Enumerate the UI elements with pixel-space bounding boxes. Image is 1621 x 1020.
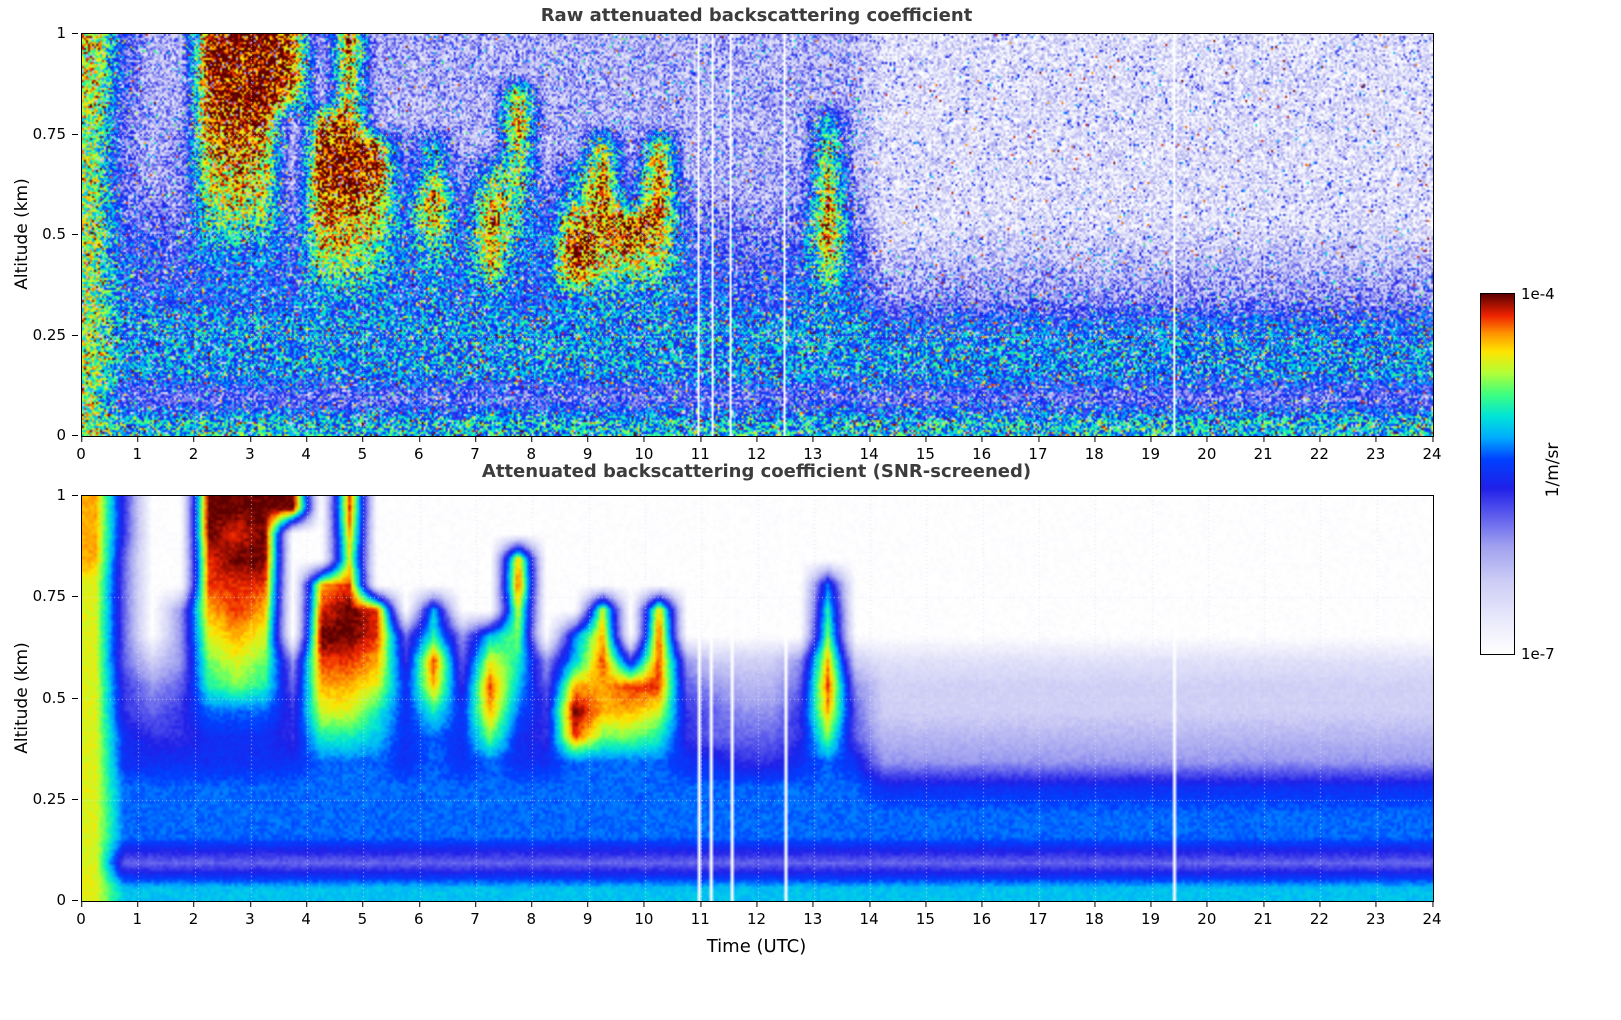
raw-y-tick-labels: 1 0.75 0.5 0.25 0 <box>0 24 79 444</box>
x-tick-label: 1 <box>133 901 142 928</box>
x-tick-label: 0 <box>76 436 86 463</box>
x-tick-label: 0 <box>76 901 86 928</box>
x-tick-label: 4 <box>301 901 311 928</box>
x-axis-label: Time (UTC) <box>706 936 807 957</box>
x-tick-label: 18 <box>1085 436 1104 463</box>
x-tick-label: 10 <box>634 901 653 928</box>
x-tick-label: 16 <box>972 436 991 463</box>
x-tick-label: 14 <box>860 901 879 928</box>
y-tick-label: 0 <box>56 426 78 444</box>
x-tick-label: 5 <box>358 901 367 928</box>
x-tick-label: 12 <box>747 901 766 928</box>
x-tick-label: 5 <box>358 436 367 463</box>
x-tick-label: 3 <box>245 436 255 463</box>
y-tick-label: 0.5 <box>42 225 78 243</box>
y-tick-label: 0.5 <box>42 688 78 707</box>
x-tick-label: 23 <box>1366 436 1385 463</box>
raw-x-tick-labels: 0 1 2 3 4 5 6 7 8 9 10 11 12 13 14 15 16 17 18 19 20 21 22 23 24 <box>76 436 1442 464</box>
x-tick-label: 13 <box>803 901 822 928</box>
x-tick-label: 22 <box>1310 901 1329 928</box>
x-tick-label: 18 <box>1085 901 1104 928</box>
x-tick-label: 7 <box>470 436 480 463</box>
x-tick-label: 6 <box>414 901 424 928</box>
y-tick-label: 0.75 <box>32 587 79 606</box>
raw-heatmap-canvas <box>82 34 1433 436</box>
x-tick-label: 2 <box>189 901 198 928</box>
x-tick-label: 24 <box>1422 901 1442 928</box>
colorbar-max-label: 1e-4 <box>1521 285 1555 303</box>
y-tick-label: 0.75 <box>32 124 79 143</box>
x-tick-label: 4 <box>301 436 311 463</box>
x-tick-label: 21 <box>1254 436 1273 463</box>
x-tick-label: 11 <box>691 436 710 463</box>
x-tick-label: 10 <box>634 436 653 463</box>
x-tick-label: 12 <box>747 436 766 463</box>
x-tick-label: 20 <box>1197 901 1216 928</box>
colorbar-gradient <box>1481 294 1514 654</box>
x-tick-label: 23 <box>1366 901 1385 928</box>
y-tick-label: 0 <box>56 891 78 909</box>
y-tick-label: 0.25 <box>32 325 79 344</box>
screened-heatmap-canvas <box>82 496 1433 901</box>
x-tick-label: 24 <box>1422 436 1442 463</box>
x-tick-label: 2 <box>189 436 198 463</box>
x-tick-label: 19 <box>1141 436 1160 463</box>
x-tick-label: 14 <box>860 436 879 463</box>
raw-heatmap-plot <box>81 33 1434 437</box>
screened-y-tick-labels: 1 0.75 0.5 0.25 0 <box>0 486 79 909</box>
x-tick-label: 16 <box>972 901 991 928</box>
x-tick-label: 1 <box>133 436 142 463</box>
colorbar <box>1480 293 1515 655</box>
screened-heatmap-plot <box>81 495 1434 902</box>
x-tick-label: 17 <box>1028 901 1048 928</box>
x-tick-label: 3 <box>245 901 255 928</box>
x-tick-label: 8 <box>527 436 536 463</box>
x-tick-label: 20 <box>1197 436 1216 463</box>
x-tick-label: 17 <box>1028 436 1048 463</box>
x-tick-label: 22 <box>1310 436 1329 463</box>
raw-panel-title: Raw attenuated backscattering coefficien… <box>540 5 973 26</box>
y-tick-label: 1 <box>56 486 78 504</box>
x-tick-label: 7 <box>470 901 480 928</box>
x-tick-label: 6 <box>414 436 424 463</box>
x-tick-label: 21 <box>1254 901 1273 928</box>
colorbar-min-label: 1e-7 <box>1521 645 1555 663</box>
x-tick-label: 15 <box>916 436 935 463</box>
x-tick-label: 19 <box>1141 901 1160 928</box>
screened-x-tick-labels: 0 1 2 3 4 5 6 7 8 9 10 11 12 13 14 15 16 17 18 19 20 21 22 23 24 <box>76 901 1442 929</box>
x-tick-label: 13 <box>803 436 822 463</box>
y-tick-label: 1 <box>56 24 78 42</box>
x-tick-label: 11 <box>691 901 710 928</box>
screened-panel-title: Attenuated backscattering coefficient (S… <box>481 461 1032 482</box>
y-tick-label: 0.25 <box>32 789 79 808</box>
x-tick-label: 9 <box>583 901 592 928</box>
x-tick-label: 8 <box>527 901 536 928</box>
colorbar-units-label: 1/m/sr <box>1543 442 1563 498</box>
x-tick-label: 15 <box>916 901 935 928</box>
x-tick-label: 9 <box>583 436 592 463</box>
